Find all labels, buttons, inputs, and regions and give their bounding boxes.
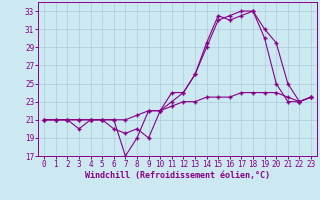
X-axis label: Windchill (Refroidissement éolien,°C): Windchill (Refroidissement éolien,°C) [85, 171, 270, 180]
